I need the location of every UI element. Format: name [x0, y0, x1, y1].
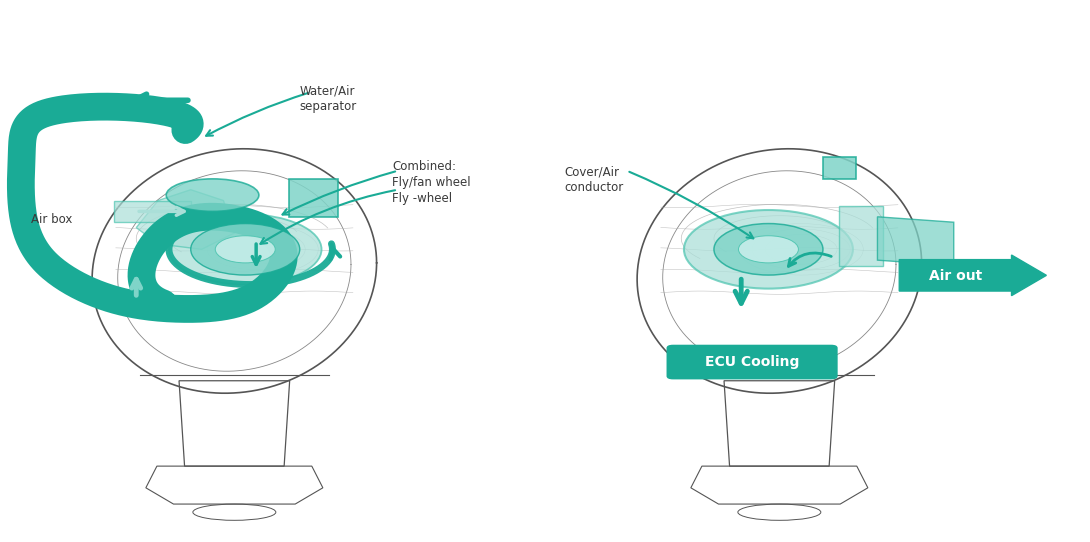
Ellipse shape	[739, 236, 798, 263]
Ellipse shape	[714, 223, 823, 275]
Polygon shape	[877, 217, 954, 266]
Ellipse shape	[215, 236, 276, 263]
Text: Air out: Air out	[930, 269, 982, 283]
Polygon shape	[289, 179, 338, 217]
Polygon shape	[136, 190, 234, 249]
Polygon shape	[823, 157, 856, 179]
Polygon shape	[839, 206, 883, 266]
Ellipse shape	[685, 210, 853, 288]
FancyArrow shape	[899, 255, 1046, 296]
Text: Water/Air
separator: Water/Air separator	[300, 84, 358, 113]
FancyBboxPatch shape	[667, 345, 837, 379]
Ellipse shape	[169, 214, 322, 285]
Text: Cover/Air
conductor: Cover/Air conductor	[565, 165, 623, 195]
Ellipse shape	[191, 223, 300, 275]
Polygon shape	[114, 201, 191, 222]
Text: Combined:
Fly/fan wheel
Fly -wheel: Combined: Fly/fan wheel Fly -wheel	[392, 160, 471, 205]
Text: ECU Cooling: ECU Cooling	[705, 355, 799, 369]
Ellipse shape	[167, 179, 259, 211]
Text: Air box: Air box	[31, 213, 72, 226]
